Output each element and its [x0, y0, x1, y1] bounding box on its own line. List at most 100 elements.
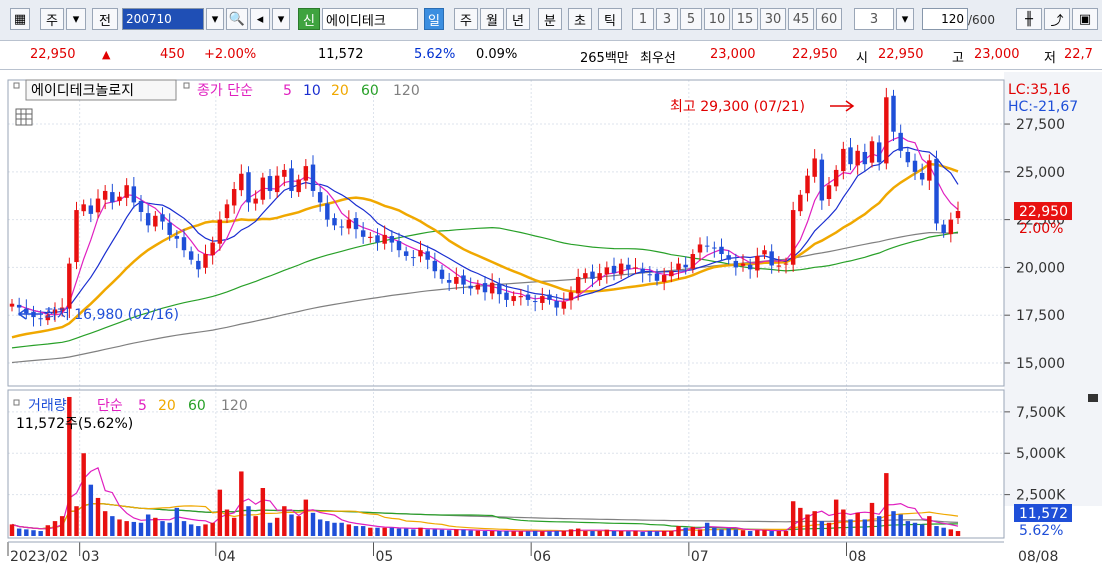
interval-3[interactable]: 3: [656, 8, 678, 30]
search-icon[interactable]: 🔍: [226, 8, 248, 30]
volume-bar: [325, 521, 330, 536]
candle-body: [618, 263, 624, 275]
grid-toggle-icon[interactable]: [15, 108, 33, 126]
candle-body: [712, 247, 717, 249]
candle-body: [884, 97, 889, 164]
range-input[interactable]: 120: [922, 8, 968, 30]
candle-body: [654, 273, 660, 281]
ask-price: 23,000: [710, 47, 756, 62]
volume-bar: [310, 512, 316, 536]
legend-square-icon: [13, 82, 20, 89]
credit-badge: 신: [298, 8, 320, 30]
count-dropdown-icon[interactable]: ▾: [896, 8, 914, 30]
open-label: 시: [856, 51, 868, 66]
period-tab-year[interactable]: 년: [506, 8, 530, 30]
stock-type-button[interactable]: 주: [40, 8, 64, 30]
ma-legend-label[interactable]: 종가 단순: [197, 83, 253, 99]
volume-bar: [31, 530, 36, 536]
period-tab-second[interactable]: 초: [568, 8, 592, 30]
volume-bar: [833, 499, 839, 536]
candle-body: [239, 173, 244, 191]
stock-code-input[interactable]: 200710: [122, 8, 204, 30]
high-label: 고: [952, 51, 964, 66]
interval-15[interactable]: 15: [732, 8, 758, 30]
candle-body: [841, 148, 846, 172]
interval-45[interactable]: 45: [788, 8, 814, 30]
volume-bar: [790, 501, 796, 536]
volume-bar: [547, 531, 552, 536]
candle-body: [504, 292, 509, 300]
interval-60[interactable]: 60: [816, 8, 842, 30]
candle-body: [231, 189, 237, 206]
volume-bar: [45, 525, 51, 536]
candle-body: [747, 264, 753, 270]
x-tick-label: 04: [218, 549, 236, 565]
market-all-button[interactable]: 전: [92, 8, 118, 30]
volume-bar: [525, 531, 531, 536]
line-tool-icon[interactable]: ⤴: [1044, 8, 1070, 30]
ma-legend-60[interactable]: 60: [361, 83, 379, 99]
candle-body: [117, 196, 122, 201]
period-tab-month[interactable]: 월: [480, 8, 504, 30]
period-tab-day[interactable]: 일: [424, 8, 444, 30]
volume-bar: [955, 531, 961, 536]
period-tab-week[interactable]: 주: [454, 8, 478, 30]
period-tab-minute[interactable]: 분: [538, 8, 562, 30]
volume-panel-close-icon[interactable]: [1088, 394, 1098, 402]
volume-ma-legend-label[interactable]: 단순: [97, 398, 123, 414]
current-price: 22,950: [30, 47, 76, 62]
candle-body: [461, 275, 466, 285]
volume-bar: [282, 506, 287, 536]
ma-legend-5[interactable]: 5: [283, 83, 292, 99]
candle-body: [332, 218, 337, 226]
stock-name-box[interactable]: [25, 79, 177, 101]
turnover-ratio: 0.09%: [476, 47, 518, 62]
volume-ma-legend-20[interactable]: 20: [158, 398, 176, 414]
candle-body: [489, 282, 495, 294]
volume-legend-label[interactable]: 거래량: [28, 398, 67, 414]
code-dropdown-icon[interactable]: ▾: [206, 8, 224, 30]
candle-body: [647, 274, 653, 276]
stock-chart[interactable]: 15,00017,50020,00022,50025,00027,5002,50…: [0, 72, 1102, 568]
volume-bar: [81, 453, 86, 536]
ma-legend-10[interactable]: 10: [303, 83, 321, 99]
ma-legend-120[interactable]: 120: [393, 83, 420, 99]
ma60-line: [11, 226, 959, 349]
volume-bar: [640, 531, 645, 536]
interval-1[interactable]: 1: [632, 8, 654, 30]
candle-body: [719, 246, 724, 255]
count-select[interactable]: 3: [854, 8, 894, 30]
candle-body: [224, 204, 230, 219]
candle-body: [597, 273, 602, 281]
stock-name-label: 에이디테크놀로지: [31, 83, 134, 99]
volume-bar: [224, 509, 230, 536]
ma-legend-20[interactable]: 20: [331, 83, 349, 99]
candle-body: [525, 294, 531, 300]
interval-30[interactable]: 30: [760, 8, 786, 30]
chart-area[interactable]: 15,000 17,500 20,000 22,500 25,000 27,500 2,50…: [0, 72, 1102, 568]
current-price-tag-text: 22,950: [1019, 204, 1068, 220]
high-price: 23,000: [974, 47, 1020, 62]
sound-dropdown-icon[interactable]: ▾: [272, 8, 290, 30]
volume-bar: [726, 528, 731, 536]
candle-type-icon[interactable]: ╫: [1016, 8, 1042, 30]
volume-ma-legend-5[interactable]: 5: [138, 398, 147, 414]
candle-body: [805, 175, 810, 194]
x-tick-label: 08: [849, 549, 867, 565]
interval-10[interactable]: 10: [704, 8, 730, 30]
volume-bar: [210, 522, 215, 536]
period-tab-tick[interactable]: 틱: [598, 8, 622, 30]
candle-body: [955, 211, 961, 219]
chart-menu-icon[interactable]: ▦: [10, 8, 30, 30]
interval-5[interactable]: 5: [680, 8, 702, 30]
volume-ma-legend-120[interactable]: 120: [221, 398, 248, 414]
stock-type-dropdown-icon[interactable]: ▾: [66, 8, 86, 30]
save-icon[interactable]: ▣: [1072, 8, 1098, 30]
volume-bar: [841, 509, 846, 536]
candle-body: [518, 296, 524, 298]
volume-bar: [855, 512, 860, 536]
volume-ma-legend-60[interactable]: 60: [188, 398, 206, 414]
sound-icon[interactable]: ◂: [250, 8, 270, 30]
candle-body: [289, 168, 294, 191]
candle-body: [9, 303, 15, 307]
